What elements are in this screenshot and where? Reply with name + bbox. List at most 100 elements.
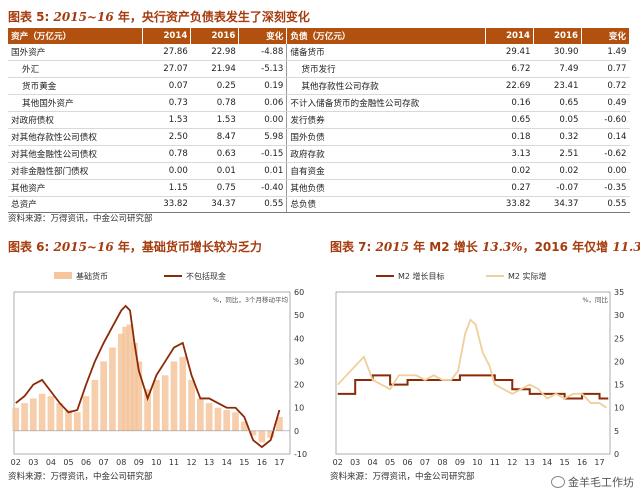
- x-tick-label: 05: [63, 458, 73, 467]
- liab-label: 其他负债: [286, 179, 486, 197]
- y-tick-label: 15: [614, 381, 624, 390]
- total-assets-change: 0.55: [238, 195, 287, 214]
- total-liab-2014: 33.82: [485, 195, 534, 214]
- liab-change: -0.60: [581, 111, 630, 129]
- y-tick-label: 0: [614, 450, 619, 459]
- x-tick-label: 09: [134, 458, 144, 467]
- liab-change: 0.77: [581, 60, 630, 79]
- asset-2016: 1.53: [190, 111, 239, 129]
- bar: [161, 375, 169, 431]
- x-tick-label: 11: [490, 458, 500, 467]
- fig7-year: 2015: [375, 240, 409, 254]
- x-tick-label: 16: [257, 458, 267, 467]
- liab-2016: 2.51: [533, 145, 582, 163]
- unit-label: %，同比，3个月移动平均: [213, 295, 289, 304]
- bar: [196, 398, 204, 431]
- liab-change: 0.14: [581, 128, 630, 146]
- header-change-b: 变化: [581, 28, 630, 44]
- x-tick-label: 03: [28, 458, 38, 467]
- liab-2016: 7.49: [533, 60, 582, 79]
- asset-2016: 0.78: [190, 94, 239, 113]
- table-row: 货币黄金 0.07 0.25 0.19 其他存款性公司存款 22.69 23.41 0.72: [8, 77, 630, 96]
- fig7-value2: 11.3%: [612, 240, 640, 254]
- table-row: 国外资产 27.86 22.98 -4.88 储备货币 29.41 30.90 1.49: [8, 44, 630, 62]
- x-tick-label: 02: [333, 458, 343, 467]
- asset-2016: 8.47: [190, 128, 239, 146]
- fig6-title-rest: 年，基础货币增长较为乏力: [113, 240, 262, 254]
- table-row: 对政府债权 1.53 1.53 0.00 发行债券 0.65 0.05 -0.60: [8, 111, 630, 129]
- bar: [249, 430, 257, 436]
- x-tick-label: 08: [437, 458, 447, 467]
- x-tick-label: 06: [402, 458, 412, 467]
- asset-change: -0.15: [238, 145, 287, 163]
- x-tick-label: 04: [368, 458, 378, 467]
- liab-change: 0.49: [581, 94, 630, 113]
- liab-change: -0.62: [581, 145, 630, 163]
- fig7-source: 资料来源：万得资讯，中金公司研究部: [330, 472, 475, 482]
- bar: [223, 410, 231, 431]
- liab-2016: 0.65: [533, 94, 582, 113]
- x-tick-label: 14: [542, 458, 552, 467]
- x-tick-label: 05: [385, 458, 395, 467]
- asset-2016: 0.75: [190, 179, 239, 197]
- y-tick-label: 50: [294, 311, 304, 320]
- x-tick-label: 17: [594, 458, 604, 467]
- bar: [73, 412, 81, 431]
- y-tick-label: 40: [294, 334, 304, 343]
- table-row: 对其他金融性公司债权 0.78 0.63 -0.15 政府存款 3.13 2.51 -0.62: [8, 145, 630, 163]
- fig5-label: 图表 5:: [8, 10, 50, 24]
- liab-2014: 0.65: [485, 111, 534, 129]
- y-tick-label: 60: [294, 288, 304, 297]
- bar: [153, 379, 160, 431]
- bar: [240, 421, 248, 431]
- header-2016: 2016: [190, 28, 240, 44]
- liab-change: 0.00: [581, 162, 630, 180]
- x-tick-label: 10: [472, 458, 482, 467]
- x-tick-label: 16: [577, 458, 587, 467]
- total-liab-label: 总负债: [286, 195, 486, 214]
- bar: [276, 416, 283, 431]
- fig7-label: 图表 7:: [330, 240, 372, 254]
- x-tick-label: 07: [420, 458, 430, 467]
- y-tick-label: 20: [614, 357, 624, 366]
- fig5-title-rest: 年，央行资产负债表发生了深刻变化: [113, 10, 310, 24]
- asset-change: -4.88: [238, 44, 287, 62]
- bar: [267, 430, 275, 438]
- header-2016-b: 2016: [533, 28, 582, 44]
- asset-2014: 2.50: [142, 128, 191, 146]
- asset-label: 对其他存款性公司债权: [8, 128, 143, 146]
- asset-2014: 27.86: [142, 44, 191, 62]
- table-header-row: 资产（万亿元） 2014 2016 变化 负债（万亿元） 2014 2016 变…: [8, 28, 630, 44]
- liab-label: 自有资金: [286, 162, 486, 180]
- series-line: [15, 304, 281, 449]
- header-assets: 资产（万亿元）: [8, 28, 144, 44]
- liab-label: 货币发行: [286, 60, 486, 79]
- bar: [144, 389, 151, 431]
- plot-frame: [13, 291, 291, 455]
- plot-frame: [335, 291, 611, 455]
- x-tick-label: 15: [560, 458, 570, 467]
- bar: [122, 326, 129, 431]
- bar: [135, 361, 143, 431]
- asset-change: 5.98: [238, 128, 287, 146]
- asset-2014: 0.00: [142, 162, 191, 180]
- x-tick-label: 10: [151, 458, 161, 467]
- fig7-title-rest1: 年 M2 增长: [408, 240, 482, 254]
- y-tick-label: 10: [294, 404, 304, 413]
- bar: [109, 347, 116, 431]
- bar: [21, 403, 28, 431]
- asset-change: 0.06: [238, 94, 287, 113]
- series-line: [337, 318, 608, 409]
- liab-change: 1.49: [581, 44, 630, 62]
- fig6-label: 图表 6:: [8, 240, 50, 254]
- header-change: 变化: [238, 28, 288, 44]
- liab-2014: 6.72: [485, 60, 534, 79]
- asset-2014: 1.53: [142, 111, 191, 129]
- watermark: 金羊毛工作坊: [551, 474, 634, 490]
- fig7-title-rest2: ，2016 年仅增: [522, 240, 613, 254]
- asset-label: 国外资产: [8, 44, 143, 62]
- asset-2016: 0.25: [190, 77, 239, 96]
- legend-label: M2 实际增: [508, 271, 547, 281]
- table-row: 对其他存款性公司债权 2.50 8.47 5.98 国外负债 0.18 0.32 0.14: [8, 128, 630, 146]
- liab-label: 不计入储备货币的金融性公司存款: [286, 94, 486, 113]
